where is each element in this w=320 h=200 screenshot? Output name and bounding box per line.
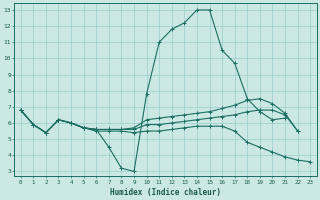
X-axis label: Humidex (Indice chaleur): Humidex (Indice chaleur): [110, 188, 221, 197]
